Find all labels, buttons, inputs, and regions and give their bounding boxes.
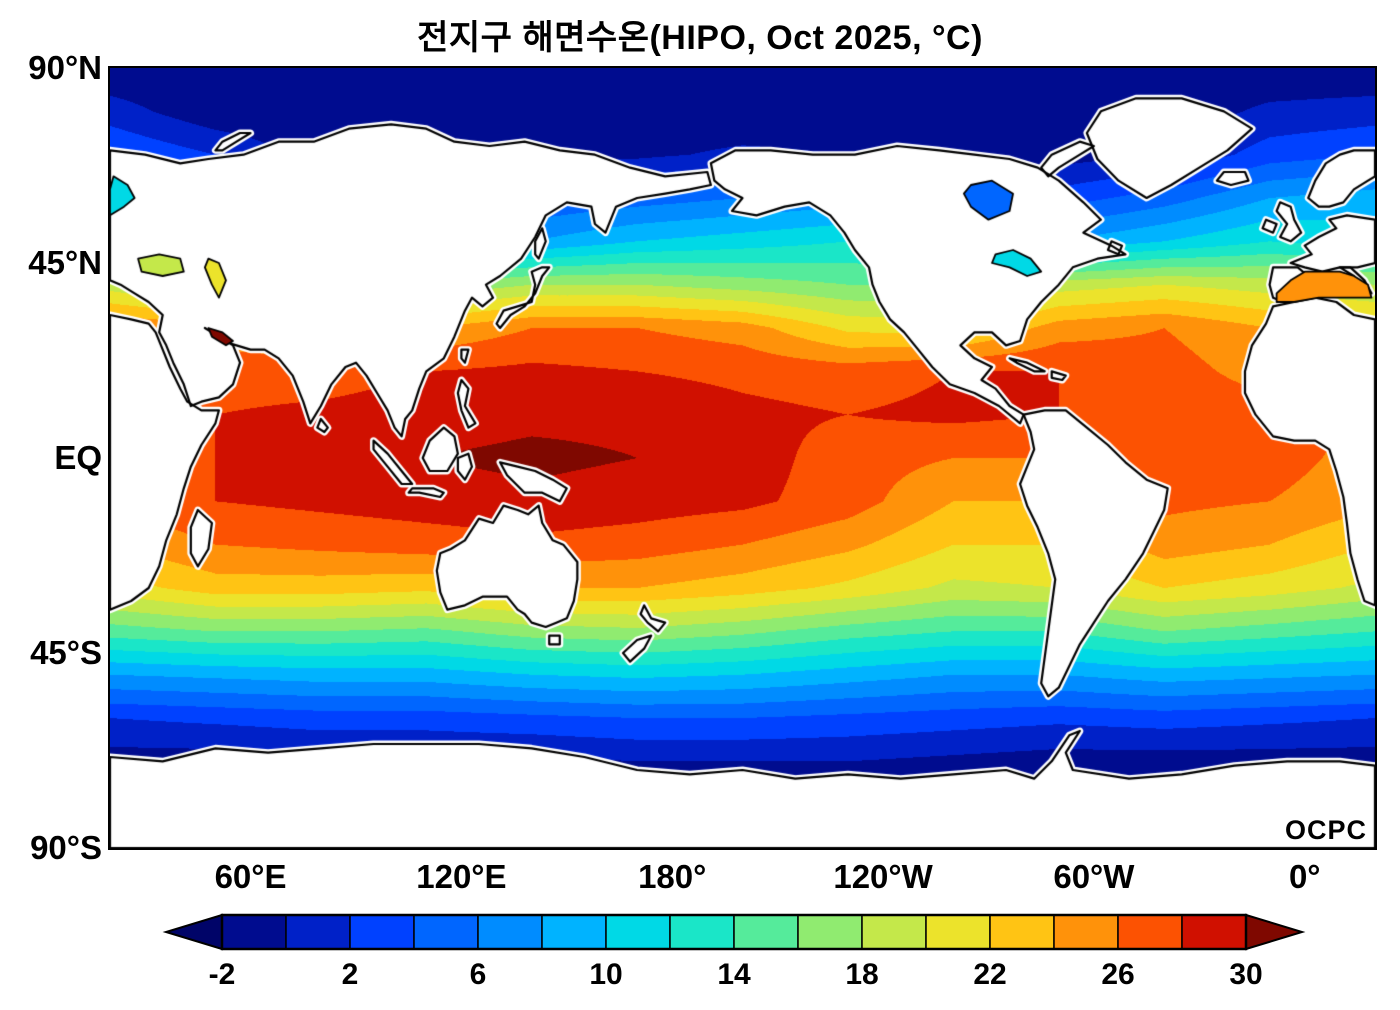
colorbar-band xyxy=(797,914,863,950)
colorbar-band xyxy=(989,914,1055,950)
x-tick-label: 60°W xyxy=(1053,858,1135,895)
colorbar-band xyxy=(733,914,799,950)
colorbar-band xyxy=(413,914,479,950)
colorbar-band xyxy=(605,914,671,950)
colorbar-over-arrow xyxy=(1245,913,1306,951)
colorbar-band xyxy=(925,914,991,950)
colorbar-band xyxy=(669,914,735,950)
chart-title: 전지구 해면수온(HIPO, Oct 2025, °C) xyxy=(417,19,983,57)
colorbar-band xyxy=(1053,914,1119,950)
y-tick-label: 45°N xyxy=(28,244,102,281)
colorbar-band xyxy=(541,914,607,950)
colorbar-tick-label: 6 xyxy=(470,958,487,991)
y-tick-label: EQ xyxy=(54,439,102,476)
colorbar-tick-label: 10 xyxy=(589,958,622,991)
x-tick-label: 120°W xyxy=(833,858,933,895)
sst-map-canvas xyxy=(110,68,1375,848)
colorbar-tick-label: 14 xyxy=(717,958,751,991)
colorbar: -2 2 6 10 14 18 22 26 30 xyxy=(162,912,1312,992)
colorbar-band xyxy=(1181,914,1247,950)
colorbar-svg: -2 2 6 10 14 18 22 26 30 xyxy=(162,913,1306,991)
colorbar-band xyxy=(285,914,351,950)
colorbar-tick-label: 18 xyxy=(845,958,878,991)
colorbar-band xyxy=(477,914,543,950)
y-tick-label: 90°N xyxy=(28,49,102,86)
colorbar-tick-label: -2 xyxy=(209,958,236,991)
colorbar-tick-label: 2 xyxy=(342,958,359,991)
x-tick-label: 0° xyxy=(1288,858,1321,895)
ocpc-logo: OCPC xyxy=(1284,815,1367,845)
x-tick-label: 180° xyxy=(638,858,707,895)
colorbar-band xyxy=(861,914,927,950)
colorbar-tick-label: 22 xyxy=(973,958,1006,991)
y-tick-label: 45°S xyxy=(30,634,102,671)
colorbar-tick-label: 30 xyxy=(1229,958,1262,991)
colorbar-under-arrow xyxy=(162,913,223,951)
colorbar-band xyxy=(221,914,287,950)
colorbar-band xyxy=(1117,914,1183,950)
colorbar-tick-label: 26 xyxy=(1101,958,1134,991)
map-plot: OCPC xyxy=(108,66,1377,850)
x-tick-label: 60°E xyxy=(214,858,287,895)
y-tick-label: 90°S xyxy=(30,829,102,866)
colorbar-band xyxy=(349,914,415,950)
x-tick-label: 120°E xyxy=(416,858,507,895)
